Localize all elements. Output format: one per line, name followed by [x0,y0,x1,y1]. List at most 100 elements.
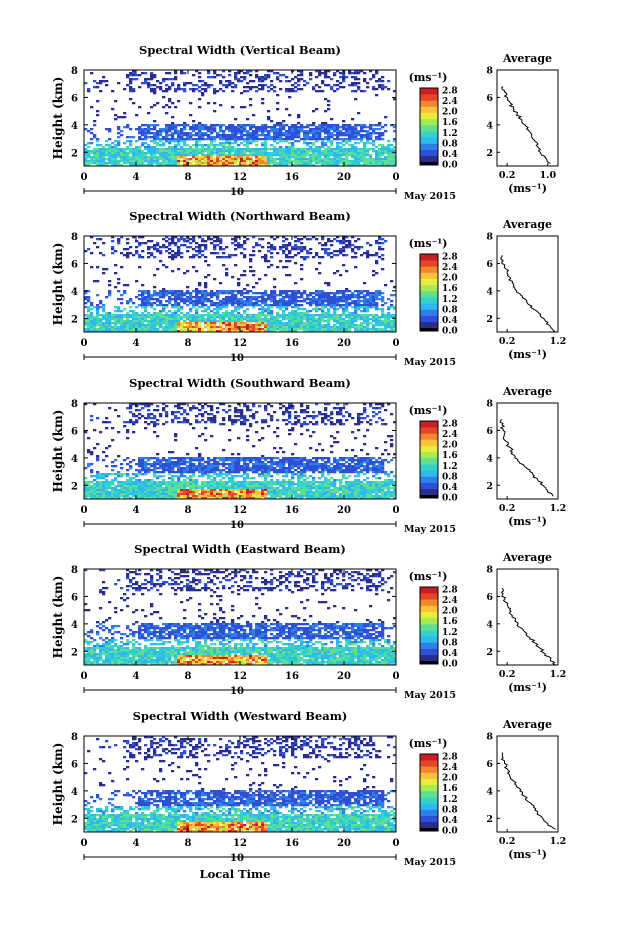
heatmap-cell [387,158,391,161]
heatmap-cell [273,296,277,299]
avg-y-tick-label: 4 [486,286,493,297]
heatmap-cell [333,407,337,410]
heatmap-cell [222,256,226,259]
heatmap-cell [246,148,250,151]
heatmap-cell [309,248,313,251]
heatmap-cell [306,164,310,167]
heatmap-cell [177,144,181,147]
heatmap-cell [186,413,190,416]
heatmap-cell [87,451,91,454]
heatmap-cell [279,328,283,331]
heatmap-cell [141,250,145,253]
heatmap-cell [339,148,343,151]
heatmap-cell [327,138,331,141]
heatmap-cell [279,150,283,153]
heatmap-cell [159,162,163,165]
heatmap-cell [243,405,247,408]
heatmap-cell [192,240,196,243]
heatmap-cell [294,150,298,153]
heatmap-cell [192,405,196,408]
heatmap-cell [279,132,283,135]
heatmap-cell [111,154,115,157]
heatmap-cell [180,156,184,159]
heatmap-cell [132,415,136,418]
heatmap-cell [264,310,268,313]
heatmap-cell [309,459,313,462]
heatmap-cell [198,248,202,251]
heatmap-cell [114,459,118,462]
heatmap-cell [339,411,343,414]
heatmap-cell [264,150,268,153]
heatmap-cell [201,240,205,243]
heatmap-cell [138,74,142,77]
heatmap-cell [189,310,193,313]
heatmap-cell [261,308,265,311]
colorbar-swatch [420,254,438,261]
heatmap-cell [102,162,106,165]
heatmap-cell [108,148,112,151]
heatmap-cell [261,298,265,301]
heatmap-cell [240,162,244,165]
heatmap-cell [222,158,226,161]
heatmap-cell [156,142,160,145]
heatmap-cell [150,136,154,139]
heatmap-cell [276,266,280,269]
heatmap-cell [294,162,298,165]
heatmap-cell [180,407,184,410]
heatmap-cell [186,82,190,85]
heatmap-cell [300,314,304,317]
heatmap-cell [156,423,160,426]
heatmap-cell [90,326,94,329]
heatmap-cell [357,459,361,462]
heatmap-cell [90,320,94,323]
heatmap-cell [294,411,298,414]
heatmap-cell [234,421,238,424]
heatmap-cell [84,128,88,131]
heatmap-cell [159,138,163,141]
heatmap-cell [315,322,319,325]
heatmap-cell [93,154,97,157]
heatmap-cell [276,302,280,305]
heatmap-cell [330,304,334,307]
heatmap-cell [129,98,133,101]
heatmap-cell [360,70,364,73]
heatmap-cell [285,80,289,83]
heatmap-cell [375,158,379,161]
heatmap-cell [168,148,172,151]
heatmap-cell [231,423,235,426]
heatmap-cell [273,150,277,153]
heatmap-cell [327,160,331,163]
heatmap-cell [129,82,133,85]
heatmap-cell [288,403,292,406]
heatmap-cell [261,86,265,89]
heatmap-cell [210,148,214,151]
heatmap-cell [264,294,268,297]
heatmap-cell [168,152,172,155]
heatmap-cell [156,312,160,315]
heatmap-cell [165,124,169,127]
heatmap-cell [348,152,352,155]
heatmap-cell [336,322,340,325]
heatmap-cell [282,413,286,416]
heatmap-cell [357,461,361,464]
heatmap-cell [390,439,394,442]
heatmap-cell [126,252,130,255]
heatmap-cell [279,290,283,293]
heatmap-cell [144,242,148,245]
heatmap-cell [276,312,280,315]
heatmap-cell [339,292,343,295]
heatmap-cell [159,292,163,295]
heatmap-cell [279,316,283,319]
heatmap-cell [276,154,280,157]
heatmap-cell [87,146,91,149]
heatmap-cell [261,300,265,303]
heatmap-cell [279,248,283,251]
heatmap-cell [297,320,301,323]
heatmap-cell [201,80,205,83]
heatmap-cell [351,162,355,165]
heatmap-cell [162,322,166,325]
heatmap-cell [282,154,286,157]
heatmap-cell [285,296,289,299]
heatmap-cell [165,300,169,303]
heatmap-cell [84,314,88,317]
